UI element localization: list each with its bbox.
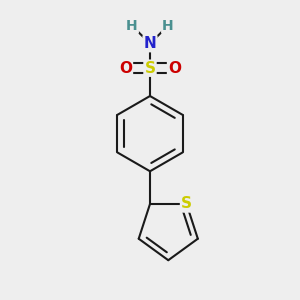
Text: S: S — [145, 61, 155, 76]
Text: H: H — [126, 19, 138, 33]
Text: H: H — [162, 19, 174, 33]
Text: N: N — [144, 36, 156, 51]
Text: O: O — [168, 61, 181, 76]
Text: O: O — [119, 61, 132, 76]
Text: S: S — [181, 196, 192, 211]
